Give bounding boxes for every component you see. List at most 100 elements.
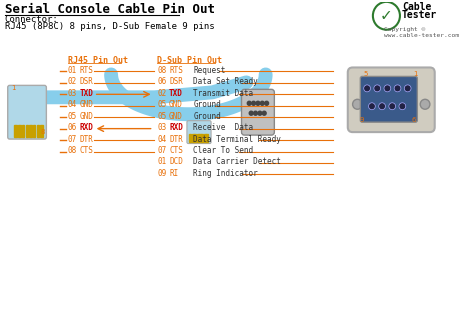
FancyBboxPatch shape	[348, 68, 435, 132]
Text: 6: 6	[411, 117, 416, 123]
Text: Transmit Data: Transmit Data	[193, 89, 253, 98]
Text: 09: 09	[157, 169, 167, 178]
Text: RXD: RXD	[79, 123, 93, 132]
Text: 1: 1	[11, 85, 16, 91]
Text: 02: 02	[157, 89, 167, 98]
Text: 08: 08	[68, 146, 77, 155]
Circle shape	[353, 99, 362, 109]
Circle shape	[260, 101, 264, 105]
Text: DSR: DSR	[169, 77, 183, 86]
Text: Tester: Tester	[402, 10, 437, 20]
Circle shape	[420, 99, 430, 109]
Bar	[33, 125, 35, 137]
Bar	[26, 125, 28, 137]
Bar	[204, 134, 206, 142]
Text: RXD: RXD	[169, 123, 183, 132]
Bar	[22, 125, 24, 137]
FancyBboxPatch shape	[242, 89, 274, 135]
Bar	[29, 125, 32, 137]
Text: D-Sub Pin Out: D-Sub Pin Out	[157, 56, 222, 65]
Text: 5: 5	[363, 71, 368, 77]
Text: DTR: DTR	[79, 135, 93, 144]
Text: Data Carrier Detect: Data Carrier Detect	[193, 158, 281, 166]
Text: 04: 04	[68, 100, 77, 109]
Bar	[40, 125, 43, 137]
Text: DTR: DTR	[169, 135, 183, 144]
Circle shape	[404, 85, 411, 92]
Text: 01: 01	[157, 158, 167, 166]
Text: 05: 05	[157, 112, 167, 121]
Circle shape	[399, 103, 406, 110]
Circle shape	[389, 103, 396, 110]
Circle shape	[374, 85, 381, 92]
Circle shape	[256, 101, 260, 105]
Text: Request: Request	[193, 66, 226, 75]
Text: 9: 9	[359, 117, 364, 123]
Text: 1: 1	[413, 71, 418, 77]
Circle shape	[247, 101, 251, 105]
Text: RTS: RTS	[169, 66, 183, 75]
Text: GND: GND	[79, 100, 93, 109]
Text: 08: 08	[157, 66, 167, 75]
Circle shape	[254, 111, 257, 115]
Text: 07: 07	[68, 135, 77, 144]
Text: Clear To Send: Clear To Send	[193, 146, 253, 155]
Bar	[206, 134, 208, 142]
Text: 04: 04	[157, 135, 167, 144]
FancyBboxPatch shape	[8, 85, 46, 139]
Text: RTS: RTS	[79, 66, 93, 75]
Bar	[201, 134, 203, 142]
Text: CTS: CTS	[169, 146, 183, 155]
Circle shape	[264, 101, 269, 105]
Circle shape	[258, 111, 262, 115]
Text: Serial Console Cable Pin Out: Serial Console Cable Pin Out	[5, 3, 215, 16]
Text: GND: GND	[169, 112, 183, 121]
FancyBboxPatch shape	[360, 76, 417, 122]
Text: 05: 05	[157, 100, 167, 109]
Text: RJ45 (8P8C) 8 pins, D-Sub Female 9 pins: RJ45 (8P8C) 8 pins, D-Sub Female 9 pins	[5, 22, 214, 31]
Text: 06: 06	[157, 77, 167, 86]
Bar	[189, 134, 191, 142]
Text: Connector:: Connector:	[5, 15, 59, 24]
Text: RJ45 Pin Out: RJ45 Pin Out	[68, 56, 128, 65]
Text: CTS: CTS	[79, 146, 93, 155]
Text: DSR: DSR	[79, 77, 93, 86]
Text: Cable: Cable	[402, 2, 431, 12]
Text: RI: RI	[169, 169, 178, 178]
Circle shape	[252, 101, 255, 105]
Circle shape	[369, 103, 375, 110]
Text: TXD: TXD	[79, 89, 93, 98]
FancyBboxPatch shape	[187, 121, 211, 144]
Bar	[197, 134, 199, 142]
Text: Copyright ©
www.cable-tester.com: Copyright © www.cable-tester.com	[384, 27, 459, 37]
Text: 06: 06	[68, 123, 77, 132]
Text: 8: 8	[41, 129, 45, 135]
Bar	[199, 134, 201, 142]
Text: GND: GND	[169, 100, 183, 109]
Circle shape	[249, 111, 253, 115]
Text: Ring Indicator: Ring Indicator	[193, 169, 258, 178]
Text: DCD: DCD	[169, 158, 183, 166]
Text: 01: 01	[68, 66, 77, 75]
Text: 05: 05	[68, 112, 77, 121]
Bar	[18, 125, 20, 137]
Text: Ground: Ground	[193, 100, 221, 109]
Text: Receive  Data: Receive Data	[193, 123, 253, 132]
Text: Data Terminal Ready: Data Terminal Ready	[193, 135, 281, 144]
Text: GND: GND	[79, 112, 93, 121]
Text: 03: 03	[157, 123, 167, 132]
Text: ✓: ✓	[380, 8, 393, 23]
Text: TXD: TXD	[169, 89, 183, 98]
Text: Ground: Ground	[193, 112, 221, 121]
Bar	[36, 125, 39, 137]
Bar	[194, 134, 196, 142]
Circle shape	[379, 103, 385, 110]
Circle shape	[384, 85, 391, 92]
Text: Data Set Ready: Data Set Ready	[193, 77, 258, 86]
Text: 07: 07	[157, 146, 167, 155]
Bar	[192, 134, 194, 142]
Bar	[15, 125, 17, 137]
Circle shape	[373, 2, 400, 30]
Circle shape	[262, 111, 266, 115]
Circle shape	[394, 85, 401, 92]
